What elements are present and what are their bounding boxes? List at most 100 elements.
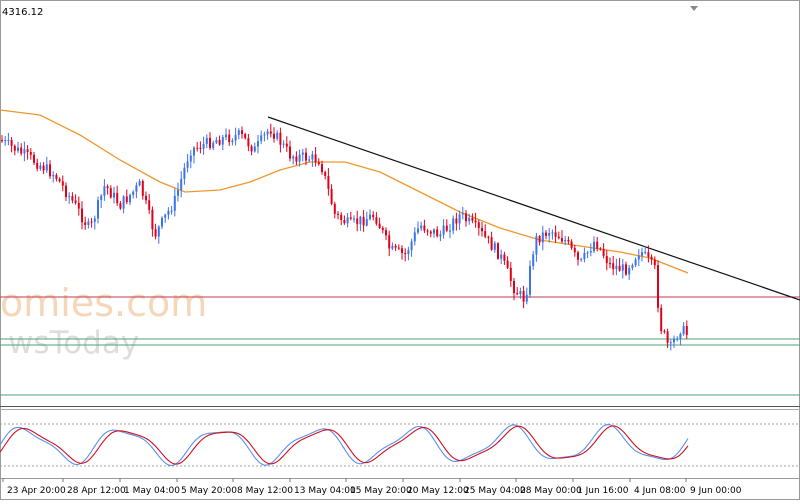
candle-body xyxy=(202,143,205,149)
candle-body xyxy=(615,265,618,270)
candle-body xyxy=(305,152,307,161)
candle-body xyxy=(23,149,26,154)
price-label: 4316.12 xyxy=(2,7,43,18)
candle-body xyxy=(433,229,435,234)
candle-body xyxy=(682,325,685,335)
candle-body xyxy=(628,267,631,275)
candle xyxy=(157,225,160,244)
candle xyxy=(343,215,346,225)
candle xyxy=(660,304,663,335)
candle xyxy=(522,285,525,309)
candle-body xyxy=(132,191,135,195)
candle-body xyxy=(343,219,346,224)
candle xyxy=(573,244,576,257)
candle xyxy=(311,150,314,167)
candle xyxy=(644,245,647,255)
candle-body xyxy=(423,225,426,231)
candle-body xyxy=(557,236,560,239)
candle-body xyxy=(145,195,147,201)
candle-body xyxy=(215,140,218,143)
candle-body xyxy=(148,200,151,210)
candle-body xyxy=(583,252,586,260)
candle xyxy=(282,140,285,148)
candle xyxy=(289,140,291,162)
candle xyxy=(42,162,45,174)
candle xyxy=(52,171,55,183)
candle xyxy=(292,154,295,165)
candle-body xyxy=(551,232,554,234)
candle xyxy=(436,226,439,238)
candle-body xyxy=(513,280,515,294)
candle xyxy=(125,189,128,205)
descending-trendline[interactable] xyxy=(267,116,800,301)
candle xyxy=(500,249,503,264)
candle-body xyxy=(42,165,45,171)
candle xyxy=(551,229,554,240)
candle xyxy=(241,126,243,139)
candle-body xyxy=(532,254,535,267)
candle-body xyxy=(109,188,112,198)
candle xyxy=(685,320,688,339)
candle-body xyxy=(205,137,208,144)
candle-body xyxy=(429,231,432,234)
candle-body xyxy=(257,141,259,147)
candle-body xyxy=(461,213,464,215)
candle xyxy=(10,136,13,153)
candle xyxy=(257,135,259,154)
candle xyxy=(247,133,250,152)
candle-body xyxy=(61,181,64,186)
candle xyxy=(36,158,39,172)
time-tick-label: 20 May 12:00 xyxy=(407,486,469,496)
candle xyxy=(641,247,643,262)
candle-body xyxy=(497,243,499,259)
candle-body xyxy=(321,164,323,172)
candle xyxy=(465,210,467,227)
time-tick-label: 5 May 20:00 xyxy=(181,486,237,496)
candle xyxy=(410,238,413,257)
candle xyxy=(55,173,58,182)
candle-body xyxy=(244,134,247,139)
watermark-line2: wsToday xyxy=(8,325,139,361)
candle xyxy=(637,249,640,267)
candle-body xyxy=(212,142,215,148)
candle xyxy=(481,221,483,237)
candle xyxy=(439,230,442,242)
candle-body xyxy=(269,131,272,134)
candle-body xyxy=(426,230,429,232)
time-tick-label: 1 May 04:00 xyxy=(124,486,180,496)
candle-body xyxy=(135,185,138,192)
candle xyxy=(663,329,666,334)
candle-body xyxy=(26,149,29,153)
candle xyxy=(279,127,282,153)
candle-body xyxy=(317,162,320,165)
candle xyxy=(407,246,410,261)
candle xyxy=(132,190,135,199)
candle xyxy=(570,239,573,250)
candle-body xyxy=(401,248,403,253)
candle-body xyxy=(468,217,471,222)
candle xyxy=(340,212,343,226)
candle xyxy=(327,168,330,196)
candle-body xyxy=(308,159,311,161)
candle xyxy=(561,230,563,244)
candle xyxy=(324,170,327,180)
candle-body xyxy=(529,266,531,295)
time-tick-label: 28 Apr 12:00 xyxy=(67,486,126,496)
triangle-down-icon[interactable] xyxy=(690,6,698,11)
candle-body xyxy=(375,217,378,224)
candle xyxy=(93,215,96,230)
candle-body xyxy=(71,196,74,201)
candle-body xyxy=(327,175,330,189)
candle-body xyxy=(436,229,439,237)
candle-body xyxy=(177,189,179,196)
candle xyxy=(260,130,263,145)
candle xyxy=(567,236,570,245)
candle-body xyxy=(653,259,656,266)
time-tick-label: 15 May 20:00 xyxy=(350,486,412,496)
candle xyxy=(209,132,211,150)
candle-body xyxy=(52,175,55,177)
candle xyxy=(666,328,669,348)
candle-body xyxy=(618,265,621,271)
candle xyxy=(359,215,362,232)
